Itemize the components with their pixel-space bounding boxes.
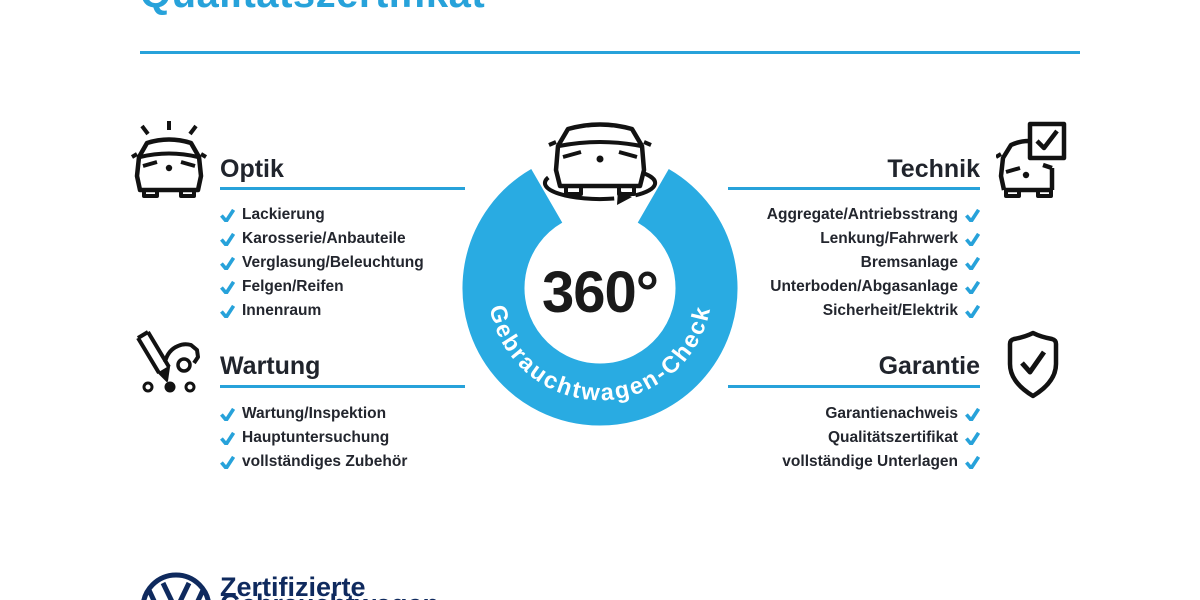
car-checkbox-icon [996, 121, 1067, 198]
title-divider [140, 51, 1080, 54]
checklist-item: Hauptuntersuchung [220, 426, 407, 450]
checklist-item: Qualitätszertifikat [660, 426, 980, 450]
checklist-item: Felgen/Reifen [220, 275, 424, 299]
section-divider-technik [728, 187, 980, 190]
check-icon [220, 256, 235, 270]
checklist-item: Garantienachweis [660, 402, 980, 426]
checklist-wartung: Wartung/Inspektion Hauptuntersuchung vol… [220, 402, 407, 474]
checklist-item: Karosserie/Anbauteile [220, 227, 424, 251]
ring-arc [462, 168, 738, 426]
checklist-item: vollständige Unterlagen [660, 450, 980, 474]
check-icon [965, 304, 980, 318]
checklist-garantie: Garantienachweis Qualitätszertifikat vol… [660, 402, 980, 474]
check-icon [220, 232, 235, 246]
check-icon [965, 256, 980, 270]
checklist-item: Lackierung [220, 203, 424, 227]
ring-value: 360° [542, 260, 658, 325]
volkswagen-logo [141, 572, 211, 600]
section-divider-garantie [728, 385, 980, 388]
check-icon [220, 455, 235, 469]
checklist-optik: Lackierung Karosserie/Anbauteile Verglas… [220, 203, 424, 323]
car-shine-icon [130, 121, 208, 198]
check-icon [965, 431, 980, 445]
checklist-item: Unterboden/Abgasanlage [660, 275, 980, 299]
check-icon [965, 208, 980, 222]
checklist-item: Verglasung/Beleuchtung [220, 251, 424, 275]
footer-brand-line1: Zertifizierte [220, 572, 366, 600]
check-icon [220, 280, 235, 294]
check-icon [965, 455, 980, 469]
footer-brand-line2: Gebrauchtwagen [220, 589, 439, 600]
checklist-item: vollständiges Zubehör [220, 450, 407, 474]
checklist-item: Bremsanlage [660, 251, 980, 275]
check-icon [965, 407, 980, 421]
section-title-garantie: Garantie [878, 352, 980, 380]
check-icon [220, 304, 235, 318]
page-title: Qualitätszertifikat [140, 0, 485, 14]
check-icon [965, 232, 980, 246]
check-icon [220, 407, 235, 421]
checklist-item: Sicherheit/Elektrik [660, 299, 980, 323]
check-icon [965, 280, 980, 294]
section-title-wartung: Wartung [220, 352, 321, 380]
checklist-item: Innenraum [220, 299, 424, 323]
service-pencil-icon [136, 330, 200, 393]
car-rotate-icon [542, 122, 658, 205]
check-icon [220, 431, 235, 445]
section-divider-wartung [220, 385, 465, 388]
checklist-technik: Aggregate/Antriebsstrang Lenkung/Fahrwer… [660, 203, 980, 323]
checklist-item: Lenkung/Fahrwerk [660, 227, 980, 251]
check-icon [220, 208, 235, 222]
section-title-technik: Technik [887, 155, 980, 183]
checklist-item: Wartung/Inspektion [220, 402, 407, 426]
section-title-optik: Optik [220, 155, 284, 183]
section-divider-optik [220, 187, 465, 190]
shield-check-icon [1007, 330, 1059, 399]
checklist-item: Aggregate/Antriebsstrang [660, 203, 980, 227]
